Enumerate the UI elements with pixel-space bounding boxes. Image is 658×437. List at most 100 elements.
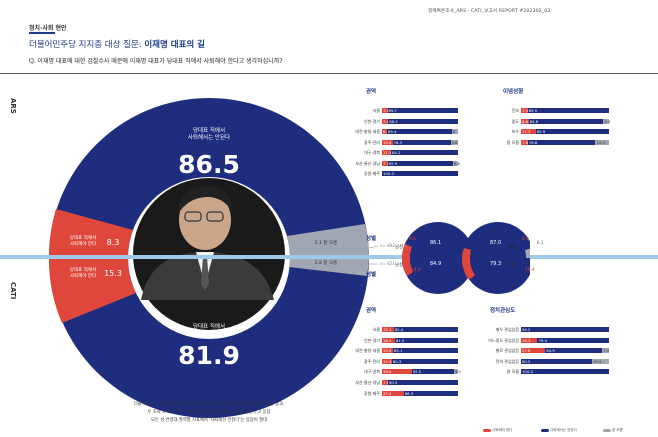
female-red-arc-cati [461,258,475,280]
bar-segment-blue [391,358,458,364]
bar-segment-blue [392,348,458,354]
row-label: 광주·전라 [364,358,380,364]
panel-title-region-ars: 권역 [366,89,377,95]
bar-segment-blue [387,160,453,166]
bar-segment-gray [452,160,458,166]
portrait-tie [201,256,209,290]
cati-sample-size: n= 421 [380,261,395,266]
bar-segment-red-value: 7.3 [522,108,529,113]
cati-donut-gray [289,258,369,276]
bar-segment-red [382,337,395,343]
ars-red-value: 8.3 [106,238,120,247]
question-text: Q. 이재명 대표에 대한 검찰수사 때문에 이재명 대표가 당대표 직에서 사… [29,58,283,65]
row-label: 강원·제주 [364,390,380,396]
bar-segment-blue-value: 76.3 [393,139,403,145]
bar-segment-blue [545,348,603,354]
bar-segment-blue-value: 83.1 [393,348,403,354]
bar-segment-gray-value: 7.5 [603,348,610,354]
bar-segment-red-value: 6.5 [383,129,389,134]
female-cati-value: 79.3 [490,261,502,267]
bar-segment-red-value: 11.3 [383,150,392,155]
bar-segment-red-value: 15.1 [383,327,392,332]
bar-segment-red [382,160,388,166]
bar-segment-gray-value: 9.8 [451,139,458,145]
bar-segment-blue-value: 79.4 [538,337,547,343]
bar-segment-red-value: 8.8 [522,118,529,124]
portrait-glasses-right [206,211,224,222]
bar-segment-blue-value: 85.9 [536,129,546,134]
bar-segment-blue-value: 90.3 [388,380,398,385]
bar-segment-red [382,369,412,375]
legend-red-swatch [483,429,491,432]
bar-segment-blue [388,118,458,124]
bar-segment-red [382,390,404,396]
male-circle [402,222,474,294]
male-ars-red: 9.6 [409,237,416,242]
cati-donut-red [48,258,136,323]
bar-segment-red [382,129,387,134]
bar-segment-blue [386,129,452,134]
bar-segment-blue-value: 85.9 [388,160,398,166]
bar-segment-blue-value: 89.7 [388,108,397,113]
bar-segment-red [521,337,538,343]
bar-segment-gray [451,129,458,134]
bar-segment-red-value: 7.6 [383,380,390,385]
bar-segment-red-value: 16.5 [383,337,392,343]
bar-segment-blue [394,337,458,343]
bar-segment-blue [535,129,609,134]
row-label: 서울 [372,108,380,113]
bar-segment-red-value: 7.3 [383,160,390,166]
row-label: 강원·제주 [364,171,380,176]
female-label-ars: 여성 [508,245,516,250]
bar-segment-gray [603,118,609,124]
bar-segment-gray-value: 15.4 [596,139,605,145]
ars-donut-red [48,209,133,258]
bar-segment-blue [521,327,609,332]
female-cati-red: 16.4 [525,268,535,273]
ars-donut-gray [287,224,369,258]
bar-segment-red-value: 7.9 [383,118,390,124]
female-red-arc [462,248,471,258]
gender-circles [402,222,530,294]
female-label-cati: 여성 [508,263,516,268]
bar-segment-red-value: 13.9 [383,139,392,145]
bar-segment-blue [411,369,454,375]
bar-segment-red-value: 17.3 [522,129,531,134]
bar-segment-blue-value: 80.5 [522,358,531,364]
bar-segment-blue-value: 85.4 [387,129,397,134]
bar-segment-blue [527,108,609,113]
bar-segment-gray-value: 8 [452,129,456,134]
bar-segment-red-value: 18.3 [522,337,531,343]
bar-segment-blue-value: 64.9 [546,348,555,354]
bar-segment-gray [595,139,609,145]
bar-segment-red [521,348,546,354]
female-ars-value: 87.0 [490,240,502,246]
bar-segment-blue-value: 88.2 [389,118,398,124]
row-label: 서울 [372,327,380,332]
row-label: 잘 모름 [506,369,519,375]
bar-segment-blue-value: 84.8 [529,118,539,124]
bar-segment-red [382,380,388,385]
category-label: 정치·사회 현안 [29,25,67,34]
male-red-arc [402,244,412,258]
male-red-arc-cati [402,258,413,276]
bar-segment-blue-value: 55.5 [412,369,422,375]
bar-segment-blue [390,150,458,155]
panel-title-ideology-ars: 이념성향 [503,89,524,95]
bar-segment-blue [393,327,458,332]
bar-segment-blue [382,171,458,176]
female-ars-red: 6.8 [522,237,529,242]
bar-segment-gray [591,358,609,364]
female-circle [462,222,530,294]
cati-donut-main [49,258,369,418]
bar-segment-red [382,348,393,354]
bar-segment-red [521,108,528,113]
row-label: 진보 [511,108,519,113]
panel-title-region-cati: 권역 [366,308,377,314]
bar-segment-red-value: 13.9 [383,348,392,354]
bar-segment-blue-value: 100.0 [383,171,394,176]
ars-red-label: 당대표 직에서 사퇴해야 한다 [69,236,97,247]
bar-segment-blue [403,390,458,396]
bar-segment-blue [387,380,458,385]
